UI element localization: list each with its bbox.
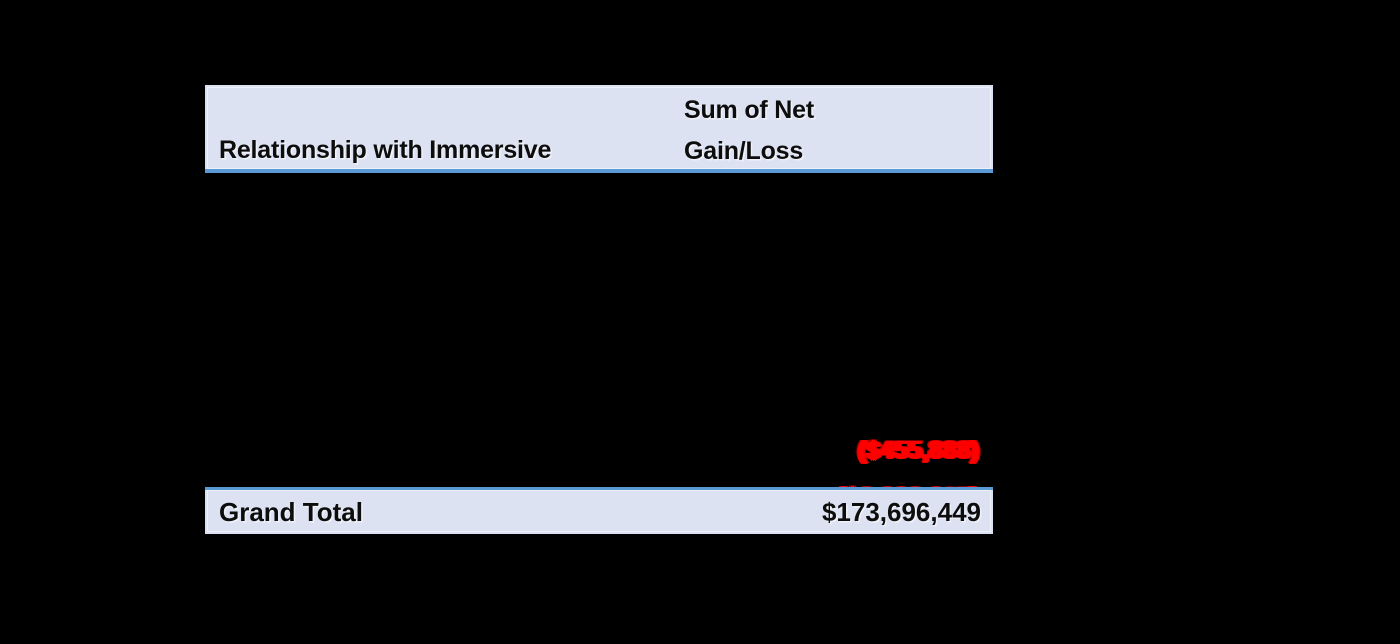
table-row[interactable] [205, 284, 993, 321]
column-header-relationship[interactable]: Relationship with Immersive [219, 136, 552, 164]
table-row[interactable] [205, 173, 993, 210]
column-header-net-gain-loss[interactable]: Sum of Net Gain/Loss [684, 96, 814, 165]
grand-total-value: $173,696,449 [821, 497, 981, 527]
grand-total-label: Grand Total [219, 497, 363, 527]
pivot-table: Relationship with Immersive Sum of Net G… [205, 85, 993, 535]
table-row[interactable] [205, 321, 993, 358]
table-header-row: Relationship with Immersive Sum of Net G… [205, 85, 993, 173]
table-row[interactable]: ($455,888) [205, 432, 993, 469]
table-body: ($455,888) ($2,030,615) [205, 173, 993, 510]
row-value-negative: ($455,888) [858, 436, 979, 464]
table-row[interactable] [205, 247, 993, 284]
table-row[interactable] [205, 395, 993, 432]
table-row[interactable] [205, 358, 993, 395]
grand-total-row: Grand Total $173,696,449 [205, 487, 993, 534]
table-row[interactable] [205, 210, 993, 247]
